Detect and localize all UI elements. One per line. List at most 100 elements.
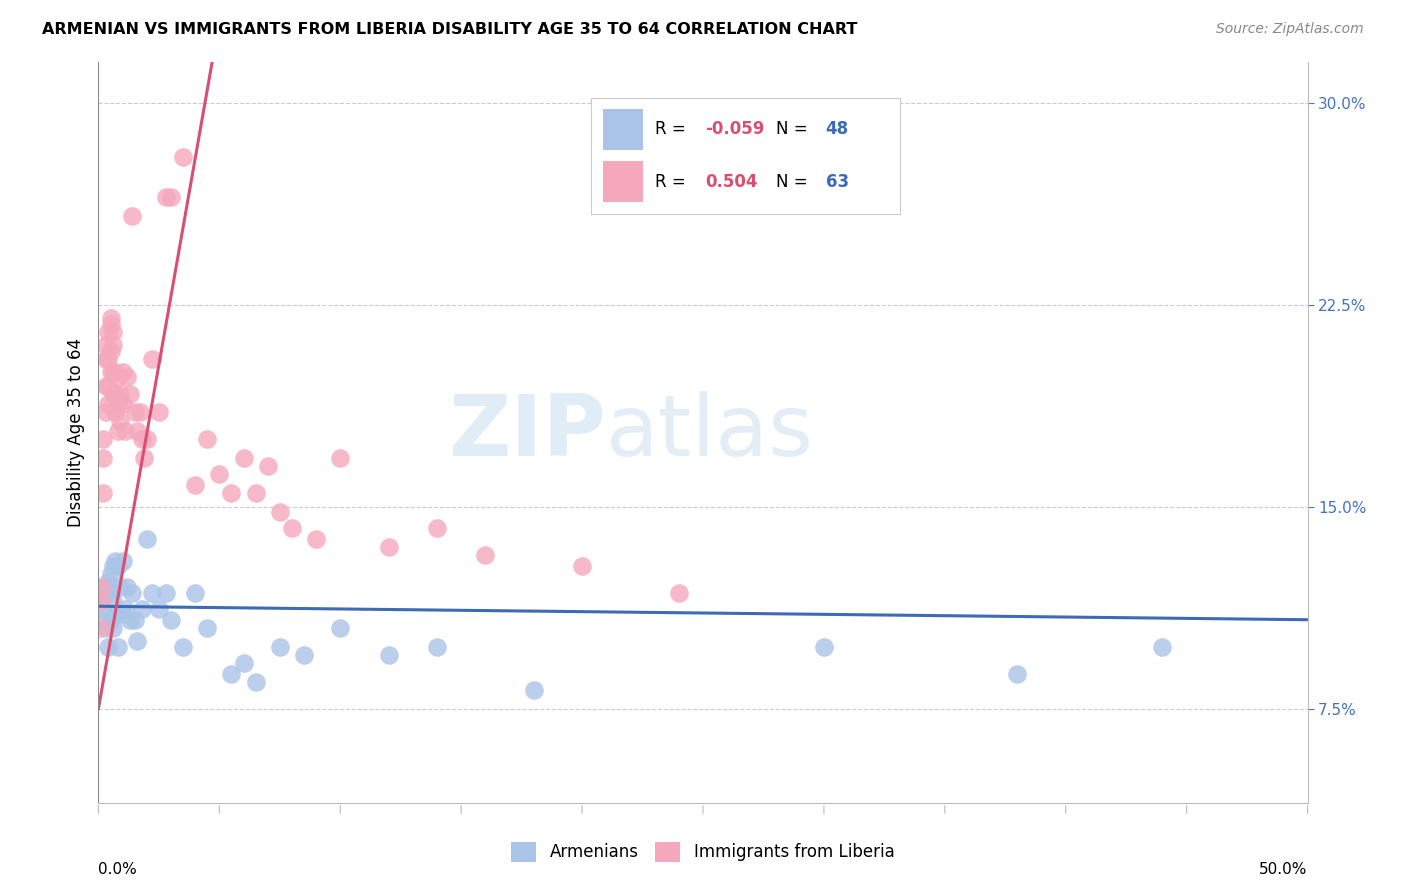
Point (100, 613, 122, 627)
Point (135, 532, 157, 546)
Point (221, 486, 243, 500)
Point (232, 451, 254, 466)
Point (426, 640, 449, 654)
Point (100, 566, 122, 581)
Point (101, 365, 124, 379)
Point (118, 613, 141, 627)
Point (91, 451, 114, 466)
Point (91, 486, 114, 500)
Point (94, 581, 117, 595)
Point (111, 553, 134, 567)
Text: N =: N = (776, 120, 813, 138)
Point (101, 338, 124, 352)
Point (127, 634, 149, 648)
Text: 0.0%: 0.0% (98, 862, 138, 877)
Point (184, 478, 207, 492)
Point (97, 325, 120, 339)
Point (108, 386, 131, 401)
Point (104, 365, 127, 379)
Point (305, 532, 328, 546)
Point (281, 521, 304, 535)
Point (100, 586, 122, 600)
Text: Source: ZipAtlas.com: Source: ZipAtlas.com (1216, 22, 1364, 37)
Point (94, 378, 117, 392)
Point (107, 424, 129, 438)
Bar (603, 109, 643, 150)
Point (94, 621, 117, 635)
Point (155, 586, 177, 600)
Point (107, 397, 129, 411)
Point (94, 405, 117, 419)
Point (1152, 640, 1174, 654)
Text: 63: 63 (825, 173, 849, 191)
Y-axis label: Disability Age 35 to 64: Disability Age 35 to 64 (66, 338, 84, 527)
Point (523, 682, 546, 697)
Point (118, 386, 141, 401)
Point (148, 602, 170, 616)
Point (329, 621, 352, 635)
Point (131, 602, 153, 616)
Point (141, 586, 163, 600)
Point (101, 325, 124, 339)
Text: R =: R = (655, 120, 692, 138)
Point (571, 558, 593, 573)
Point (100, 365, 122, 379)
Point (1007, 666, 1029, 681)
Text: R =: R = (655, 173, 697, 191)
Point (127, 424, 149, 438)
Point (245, 674, 267, 689)
Point (245, 486, 267, 500)
Point (91, 433, 114, 447)
Point (128, 405, 150, 419)
Point (813, 640, 835, 654)
Point (90, 594, 112, 608)
Point (117, 370, 139, 384)
Point (100, 311, 122, 326)
Point (172, 150, 194, 164)
Text: 48: 48 (825, 120, 849, 138)
Point (208, 467, 231, 482)
Point (104, 553, 127, 567)
Text: atlas: atlas (606, 391, 814, 475)
Point (269, 640, 291, 654)
Point (91, 602, 114, 616)
Point (97, 351, 120, 366)
Point (141, 351, 163, 366)
Point (114, 424, 136, 438)
Point (97, 378, 120, 392)
Point (101, 594, 124, 608)
Point (97, 397, 120, 411)
Point (90, 594, 112, 608)
Point (111, 397, 134, 411)
Point (292, 648, 315, 662)
Point (160, 190, 183, 204)
Point (97, 640, 120, 654)
Point (232, 656, 254, 670)
Point (172, 640, 194, 654)
Point (121, 586, 143, 600)
Point (90, 581, 112, 595)
Point (101, 386, 124, 401)
Bar (603, 161, 643, 202)
Point (668, 586, 690, 600)
Point (195, 621, 218, 635)
Point (101, 621, 124, 635)
Point (104, 386, 127, 401)
Point (108, 581, 131, 595)
Point (221, 666, 243, 681)
Point (155, 190, 177, 204)
Legend: Armenians, Immigrants from Liberia: Armenians, Immigrants from Liberia (505, 835, 901, 869)
Point (377, 648, 399, 662)
Text: ZIP: ZIP (449, 391, 606, 475)
Point (135, 433, 157, 447)
Point (104, 607, 127, 622)
Point (94, 338, 117, 352)
Point (117, 581, 139, 595)
Point (377, 540, 399, 554)
Point (107, 640, 129, 654)
Point (426, 521, 449, 535)
Point (91, 613, 114, 627)
Point (269, 505, 291, 519)
Text: 0.504: 0.504 (704, 173, 758, 191)
Point (121, 209, 143, 223)
